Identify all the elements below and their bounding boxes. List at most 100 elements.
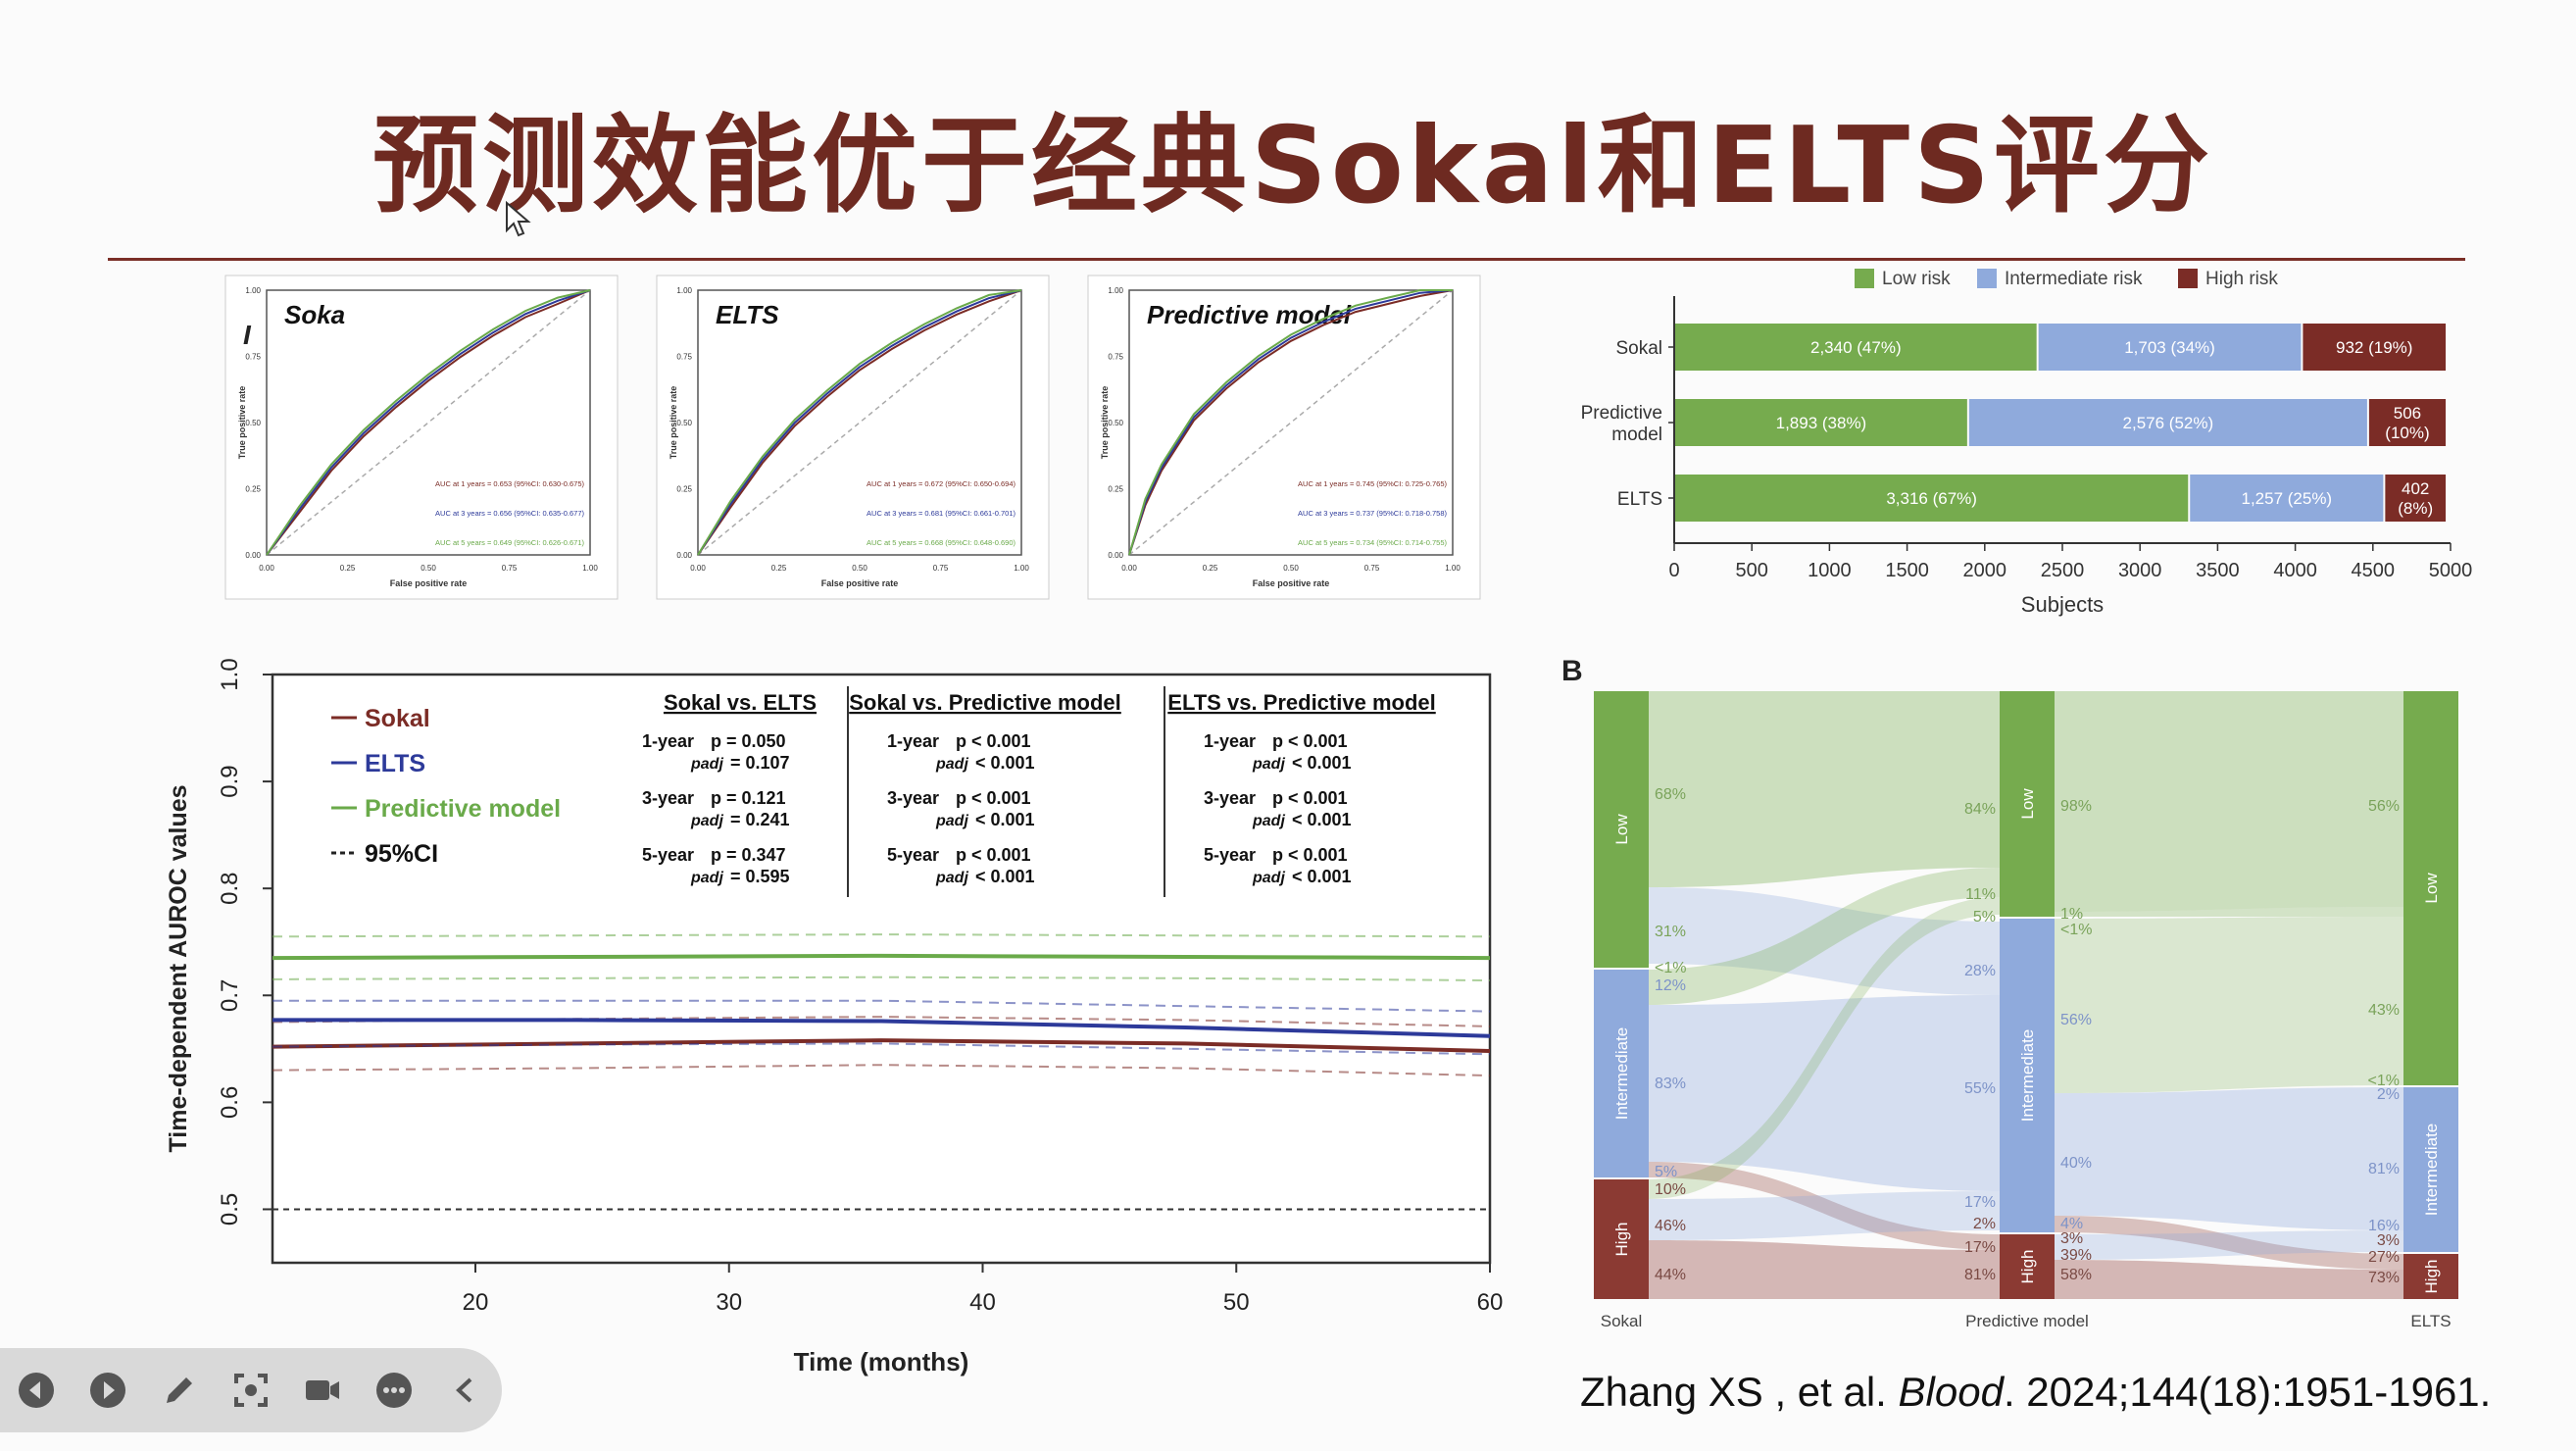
comparison-padj: = 0.595 <box>730 867 790 886</box>
x-tick-label: 50 <box>1223 1289 1250 1316</box>
sankey-pct-sokal: <1% <box>1655 960 1686 976</box>
prev-icon <box>18 1373 54 1408</box>
bar-segment-intermediate-risk <box>2038 324 2302 371</box>
presentation-toolbar <box>0 1348 502 1432</box>
citation: Zhang XS , et al. Blood. 2024;144(18):19… <box>1580 1369 2491 1416</box>
roc-xlabel: False positive rate <box>821 578 899 588</box>
sankey-pct-pm-left: 17% <box>1964 1239 1996 1256</box>
roc-y-tick: 0.25 <box>245 485 261 494</box>
roc-frame <box>656 275 1050 600</box>
roc-y-tick: 1.00 <box>676 286 692 295</box>
roc-x-tick: 0.25 <box>340 564 356 573</box>
sankey-node-label: High <box>2018 1250 2037 1284</box>
comparison-padj: = 0.107 <box>730 753 790 773</box>
y-tick-label: 0.9 <box>217 765 243 797</box>
bar-data-label: 1,703 (34%) <box>2124 338 2215 357</box>
screenshot-button[interactable] <box>215 1348 286 1432</box>
comparison-padj-label: padj <box>935 756 968 773</box>
comparison-header-2: Sokal vs. Predictive model <box>849 690 1121 715</box>
roc-panel-2: 0.00 0.00 0.25 0.25 0.50 0.50 0.75 0.75 1.00 1.00… <box>656 275 1050 600</box>
x-tick-label: 40 <box>969 1289 996 1316</box>
flow-sokal-intermediate-to-low <box>1649 868 2000 1005</box>
comparison-year: 5-year <box>887 845 939 865</box>
sankey-pct-pm-left: 55% <box>1964 1080 1996 1097</box>
roc-x-tick: 0.75 <box>933 564 949 573</box>
roc-plot-area <box>1128 289 1454 556</box>
sankey-pct-elts: 2% <box>2377 1086 2400 1103</box>
sankey-node-elts-high <box>2403 1254 2458 1299</box>
citation-prefix: Zhang XS , et al. <box>1580 1369 1899 1415</box>
sankey-pct-elts: 73% <box>2368 1270 2400 1286</box>
roc-title: Predictive model <box>1147 300 1352 329</box>
risk-distribution-bar-chart: Low risk Intermediate risk High risk 0 500 10… <box>1581 269 2472 617</box>
legend-swatch-1 <box>1855 269 1874 288</box>
bar-x-tick-label: 1000 <box>1808 560 1852 581</box>
flow-sokal-intermediate-to-high <box>1649 1162 2000 1250</box>
legend-label-1: Low risk <box>1882 269 1951 289</box>
roc-curves-figure: 0.00 0.00 0.25 0.25 0.50 0.50 0.75 0.75 1.00 1.00… <box>224 275 1481 600</box>
sankey-pct-pm-right: 98% <box>2060 798 2092 815</box>
roc-curve-1 <box>697 289 1022 556</box>
roc-curve-3 <box>697 289 1022 556</box>
more-button[interactable] <box>359 1348 430 1432</box>
sankey-pct-pm-left: 28% <box>1964 963 1996 979</box>
x-tick-label: 20 <box>463 1289 489 1316</box>
flow-sokal-high-to-low <box>1649 897 2000 1199</box>
sankey-pct-sokal: 68% <box>1655 786 1686 803</box>
bar-segment-high-risk <box>2368 399 2447 446</box>
comparison-padj-label: padj <box>1252 756 1285 773</box>
roc-x-tick: 0.75 <box>502 564 518 573</box>
play-button[interactable] <box>72 1348 143 1432</box>
roc-y-tick: 0.25 <box>676 485 692 494</box>
roc-y-tick: 0.75 <box>676 353 692 362</box>
y-tick-label: 1.0 <box>217 658 243 690</box>
bar-x-tick-label: 3500 <box>2196 560 2240 581</box>
legend-swatch-3 <box>2178 269 2198 288</box>
roc-y-tick: 0.25 <box>1108 485 1123 494</box>
bar-data-label: (8%) <box>2398 499 2433 518</box>
roc-xlabel: False positive rate <box>390 578 468 588</box>
roc-y-tick: 0.75 <box>245 353 261 362</box>
flow-pm-low-to-low-minor <box>2055 907 2403 917</box>
roc-y-tick: 1.00 <box>245 286 261 295</box>
bar-segment-low-risk <box>1675 324 2037 371</box>
sankey-node-predictive-model-intermediate <box>2000 919 2055 1232</box>
bar-data-label: 2,340 (47%) <box>1810 338 1902 357</box>
roc-auc-label: AUC at 3 years = 0.681 (95%CI: 0.661-0.7… <box>867 509 1016 518</box>
bar-x-tick-label: 2000 <box>1963 560 2007 581</box>
sankey-node-sokal-intermediate <box>1594 970 1649 1177</box>
pen-button[interactable] <box>143 1348 215 1432</box>
y-tick-label: 0.6 <box>217 1086 243 1119</box>
sankey-pct-elts: 27% <box>2368 1249 2400 1266</box>
prev-button[interactable] <box>0 1348 72 1432</box>
comparison-padj-label: padj <box>935 813 968 829</box>
comparison-p: p < 0.001 <box>1272 788 1348 808</box>
x-tick-label: 60 <box>1477 1289 1504 1316</box>
roc-frame <box>1087 275 1481 600</box>
bar-data-label: (10%) <box>2385 424 2429 442</box>
roc-ylabel: True positive rate <box>237 386 247 460</box>
mouse-cursor-icon <box>506 201 531 237</box>
bar-segment-intermediate-risk <box>1968 399 2367 446</box>
bar-data-label: 506 <box>2394 404 2421 423</box>
bar-data-label: 1,257 (25%) <box>2241 489 2332 508</box>
sankey-node-predictive-model-low <box>2000 691 2055 917</box>
sankey-node-elts-low <box>2403 691 2458 1085</box>
legend-label-3: High risk <box>2205 269 2278 289</box>
camera-button[interactable] <box>287 1348 359 1432</box>
roc-y-tick: 1.00 <box>1108 286 1123 295</box>
roc-auc-label: AUC at 5 years = 0.668 (95%CI: 0.648-0.6… <box>867 538 1016 547</box>
comparison-padj: < 0.001 <box>975 753 1035 773</box>
legend-label-2: ELTS <box>365 750 425 777</box>
sankey-pct-pm-left: 81% <box>1964 1267 1996 1283</box>
sankey-axis-label: Sokal <box>1601 1312 1643 1330</box>
comparison-year: 1-year <box>642 731 694 751</box>
sankey-pct-elts: <1% <box>2368 1073 2400 1089</box>
sankey-pct-sokal: 46% <box>1655 1218 1686 1234</box>
bar-segment-intermediate-risk <box>2190 475 2384 522</box>
bar-x-tick-label: 2500 <box>2041 560 2085 581</box>
collapse-button[interactable] <box>430 1348 502 1432</box>
roc-auc-label: AUC at 1 years = 0.745 (95%CI: 0.725-0.7… <box>1298 479 1447 488</box>
roc-x-tick: 0.00 <box>1121 564 1137 573</box>
sankey-axis-label: ELTS <box>2410 1312 2451 1330</box>
